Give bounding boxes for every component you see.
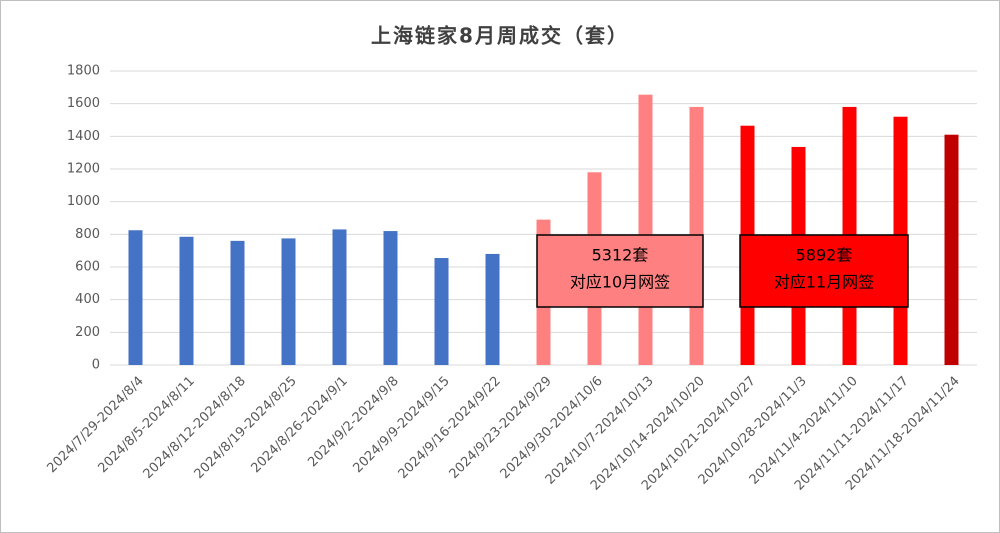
annotation-text: 5312套 (592, 246, 649, 265)
bar (128, 230, 143, 365)
bar (944, 134, 959, 365)
bar (383, 231, 398, 365)
bar (332, 229, 347, 365)
y-tick-label: 800 (75, 227, 100, 242)
chart-title: 上海链家8月周成交（套） (371, 24, 629, 48)
y-tick-label: 1400 (67, 129, 100, 144)
bar (179, 236, 194, 365)
bar (485, 253, 500, 365)
y-tick-label: 1800 (67, 64, 100, 79)
y-tick-label: 600 (75, 260, 100, 275)
y-tick-label: 1600 (67, 96, 100, 111)
bar (638, 94, 653, 365)
bar (434, 258, 449, 365)
y-tick-label: 0 (92, 358, 100, 373)
y-tick-label: 400 (75, 292, 100, 307)
y-tick-label: 1200 (67, 162, 100, 177)
annotation-text: 对应11月网签 (774, 273, 874, 292)
y-tick-label: 1000 (67, 194, 100, 209)
annotation-box (536, 234, 704, 308)
bar (230, 240, 245, 365)
annotation-text: 5892套 (796, 246, 853, 265)
y-tick-label: 200 (75, 325, 100, 340)
annotation-box (739, 234, 909, 308)
annotation-text: 对应10月网签 (570, 273, 670, 292)
bar (281, 238, 296, 365)
